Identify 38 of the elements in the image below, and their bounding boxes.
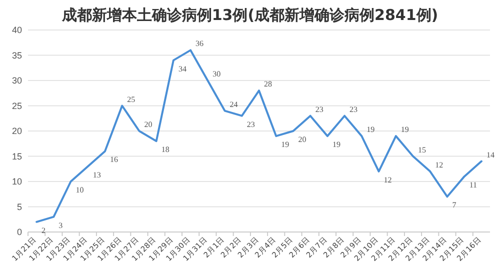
data-label: 16 xyxy=(110,155,118,164)
data-label: 12 xyxy=(435,160,444,170)
line-series xyxy=(36,49,482,223)
data-label: 19 xyxy=(400,125,409,134)
data-label: 3 xyxy=(58,220,63,230)
data-label: 11 xyxy=(469,180,478,190)
data-label: 36 xyxy=(196,39,204,48)
y-tick-label: 15 xyxy=(12,151,22,162)
data-label: 19 xyxy=(281,140,290,150)
y-tick-label: 25 xyxy=(12,100,22,111)
data-label: 23 xyxy=(315,104,324,114)
data-label: 25 xyxy=(127,94,136,104)
data-label: 7 xyxy=(452,200,456,210)
y-tick-label: 20 xyxy=(12,126,22,136)
data-label: 13 xyxy=(92,170,101,180)
data-label: 28 xyxy=(264,80,272,89)
y-tick-label: 35 xyxy=(12,50,22,60)
data-label: 34 xyxy=(178,64,186,74)
data-label: 18 xyxy=(161,145,170,154)
y-tick-label: 0 xyxy=(16,227,22,237)
y-tick-label: 40 xyxy=(12,25,22,35)
data-label: 2 xyxy=(42,226,46,235)
data-label: 20 xyxy=(144,120,152,129)
data-label: 19 xyxy=(332,140,340,150)
data-label: 23 xyxy=(350,104,358,114)
chart-title: 成都新增本土确诊病例13例(成都新增确诊病例2841例) xyxy=(60,6,438,24)
data-label: 19 xyxy=(366,125,375,134)
data-label: 24 xyxy=(230,100,238,109)
data-label: 30 xyxy=(212,70,221,78)
data-label: 15 xyxy=(418,145,426,154)
data-label: 20 xyxy=(298,135,306,144)
data-label: 23 xyxy=(246,120,255,129)
data-label: 10 xyxy=(76,186,84,194)
data-label: 14 xyxy=(486,150,494,160)
y-tick-label: 10 xyxy=(12,176,22,186)
data-label: 12 xyxy=(384,175,392,184)
y-tick-label: 30 xyxy=(12,76,22,86)
y-tick-label: 5 xyxy=(16,202,22,212)
